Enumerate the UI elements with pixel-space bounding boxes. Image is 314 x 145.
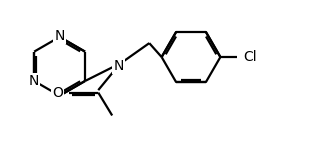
Text: N: N	[54, 29, 65, 43]
Text: Cl: Cl	[244, 50, 257, 64]
Text: O: O	[52, 86, 63, 100]
Text: N: N	[28, 74, 39, 88]
Text: N: N	[113, 59, 123, 73]
